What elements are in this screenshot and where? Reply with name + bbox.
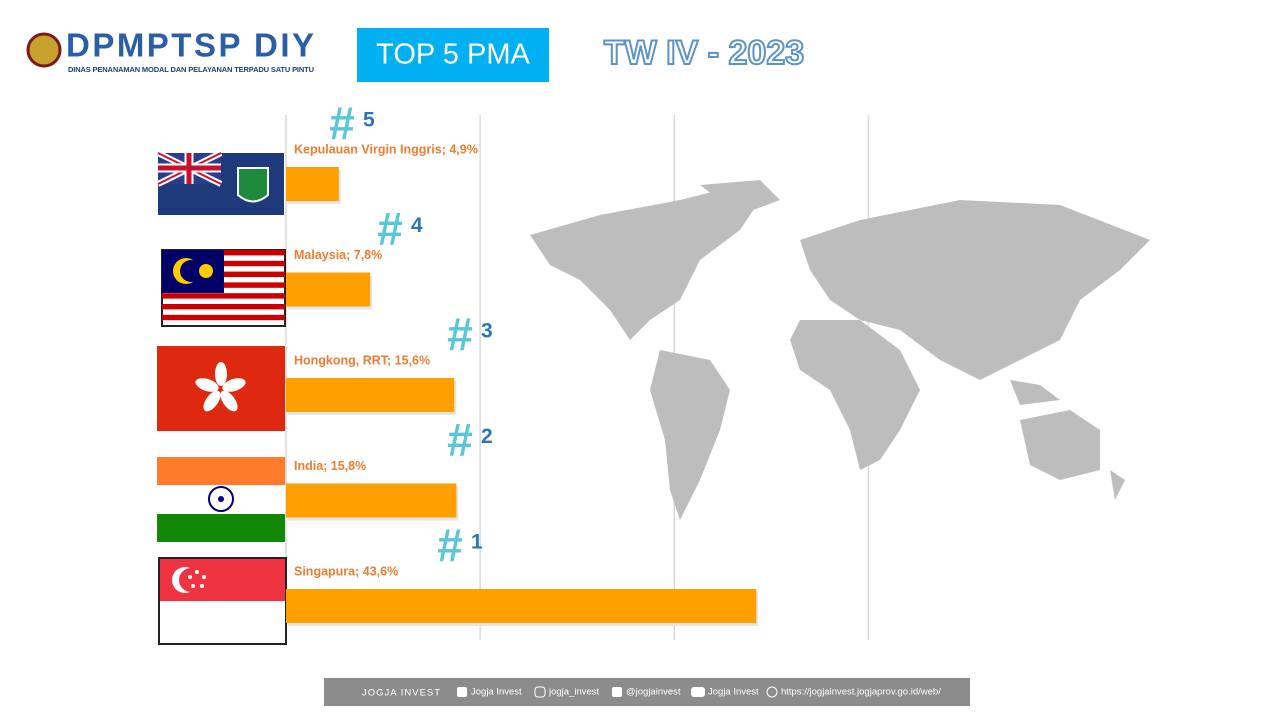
- bar: [286, 167, 339, 201]
- logo-emblem: [26, 32, 62, 68]
- twitter-icon: [612, 687, 622, 697]
- bar: [286, 272, 371, 307]
- rank-symbol: #: [447, 414, 473, 466]
- footer-bar: [324, 678, 970, 706]
- rank-symbol: #: [437, 519, 463, 571]
- footer-facebook[interactable]: Jogja Invest: [471, 687, 522, 698]
- flag-hongkong: [157, 346, 285, 431]
- data-label: Malaysia; 7,8%: [294, 248, 382, 262]
- bar: [286, 483, 457, 518]
- logo: DPMPTSP DIY DINAS PENANAMAN MODAL DAN PE…: [26, 27, 314, 74]
- bar: [286, 589, 757, 623]
- web-icon: [766, 686, 778, 698]
- data-label: India; 15,8%: [294, 459, 366, 473]
- rank-number: 1: [471, 531, 483, 554]
- rank-number: 5: [363, 109, 375, 132]
- rank-number: 2: [481, 425, 493, 448]
- instagram-icon: [534, 686, 546, 698]
- data-label: Hongkong, RRT; 15,6%: [294, 353, 430, 367]
- logo-title: DPMPTSP DIY: [66, 27, 314, 64]
- badge-box: [357, 28, 549, 82]
- rank-number: 3: [481, 320, 493, 343]
- footer-website[interactable]: https://jogjainvest.jogjaprov.go.id/web/: [781, 687, 941, 698]
- flag-singapore: [158, 557, 287, 645]
- period: TW IV - 2023: [604, 34, 804, 72]
- footer-instagram[interactable]: jogja_invest: [548, 687, 600, 698]
- youtube-icon: [691, 687, 705, 697]
- data-label: Singapura; 43,6%: [294, 564, 398, 578]
- world-map: [530, 180, 1150, 520]
- rank-number: 4: [411, 214, 423, 237]
- flag-malaysia: [161, 249, 286, 327]
- rank-symbol: #: [377, 203, 403, 255]
- facebook-icon: [457, 687, 467, 697]
- footer-youtube[interactable]: Jogja Invest: [708, 687, 759, 698]
- footer-twitter[interactable]: @jogjainvest: [626, 687, 681, 698]
- flag-india: [157, 457, 285, 542]
- badge: TOP 5 PMA: [376, 39, 530, 71]
- footer-brand: JOGJA INVEST: [362, 688, 441, 699]
- bar: [286, 378, 455, 412]
- rank-symbol: #: [329, 97, 355, 149]
- flag-virgin-islands: [156, 150, 284, 215]
- logo-subtitle: DINAS PENANAMAN MODAL DAN PELAYANAN TERP…: [68, 65, 314, 74]
- rank-symbol: #: [447, 308, 473, 360]
- data-label: Kepulauan Virgin Inggris; 4,9%: [294, 142, 478, 156]
